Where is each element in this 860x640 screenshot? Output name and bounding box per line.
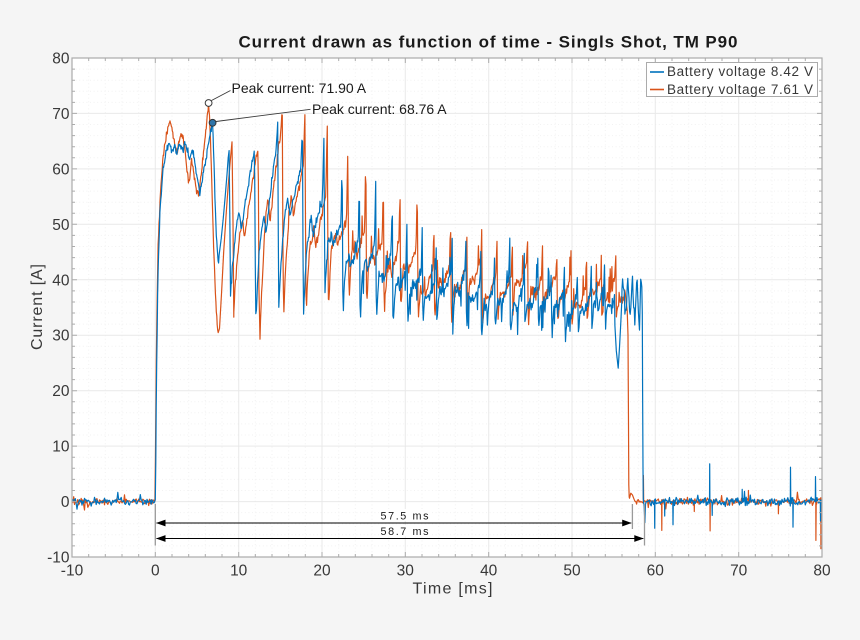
svg-text:Current drawn as function of t: Current drawn as function of time - Sing… <box>239 32 738 51</box>
svg-text:30: 30 <box>397 563 415 580</box>
svg-text:60: 60 <box>52 161 70 178</box>
svg-text:0: 0 <box>151 563 160 580</box>
svg-text:-10: -10 <box>61 563 84 580</box>
svg-text:10: 10 <box>52 439 70 456</box>
svg-text:10: 10 <box>230 563 248 580</box>
svg-text:50: 50 <box>563 563 581 580</box>
svg-text:20: 20 <box>52 383 70 400</box>
svg-text:80: 80 <box>813 563 831 580</box>
svg-text:Battery voltage 8.42 V: Battery voltage 8.42 V <box>667 64 813 79</box>
svg-text:40: 40 <box>480 563 498 580</box>
svg-text:80: 80 <box>52 51 70 68</box>
svg-text:50: 50 <box>52 217 70 234</box>
svg-text:60: 60 <box>647 563 665 580</box>
svg-text:58.7 ms: 58.7 ms <box>381 526 430 538</box>
svg-text:40: 40 <box>52 272 70 289</box>
svg-text:-10: -10 <box>47 550 70 567</box>
svg-text:57.5 ms: 57.5 ms <box>381 511 430 523</box>
svg-text:70: 70 <box>730 563 748 580</box>
svg-text:30: 30 <box>52 328 70 345</box>
svg-text:Peak current: 71.90 A: Peak current: 71.90 A <box>232 80 367 96</box>
svg-text:20: 20 <box>313 563 331 580</box>
svg-text:Current [A]: Current [A] <box>29 264 46 350</box>
svg-text:Peak current: 68.76 A: Peak current: 68.76 A <box>312 101 447 117</box>
svg-text:0: 0 <box>61 494 70 511</box>
svg-text:Time [ms]: Time [ms] <box>413 581 493 598</box>
svg-text:Battery voltage 7.61 V: Battery voltage 7.61 V <box>667 82 813 97</box>
svg-text:70: 70 <box>52 106 70 123</box>
